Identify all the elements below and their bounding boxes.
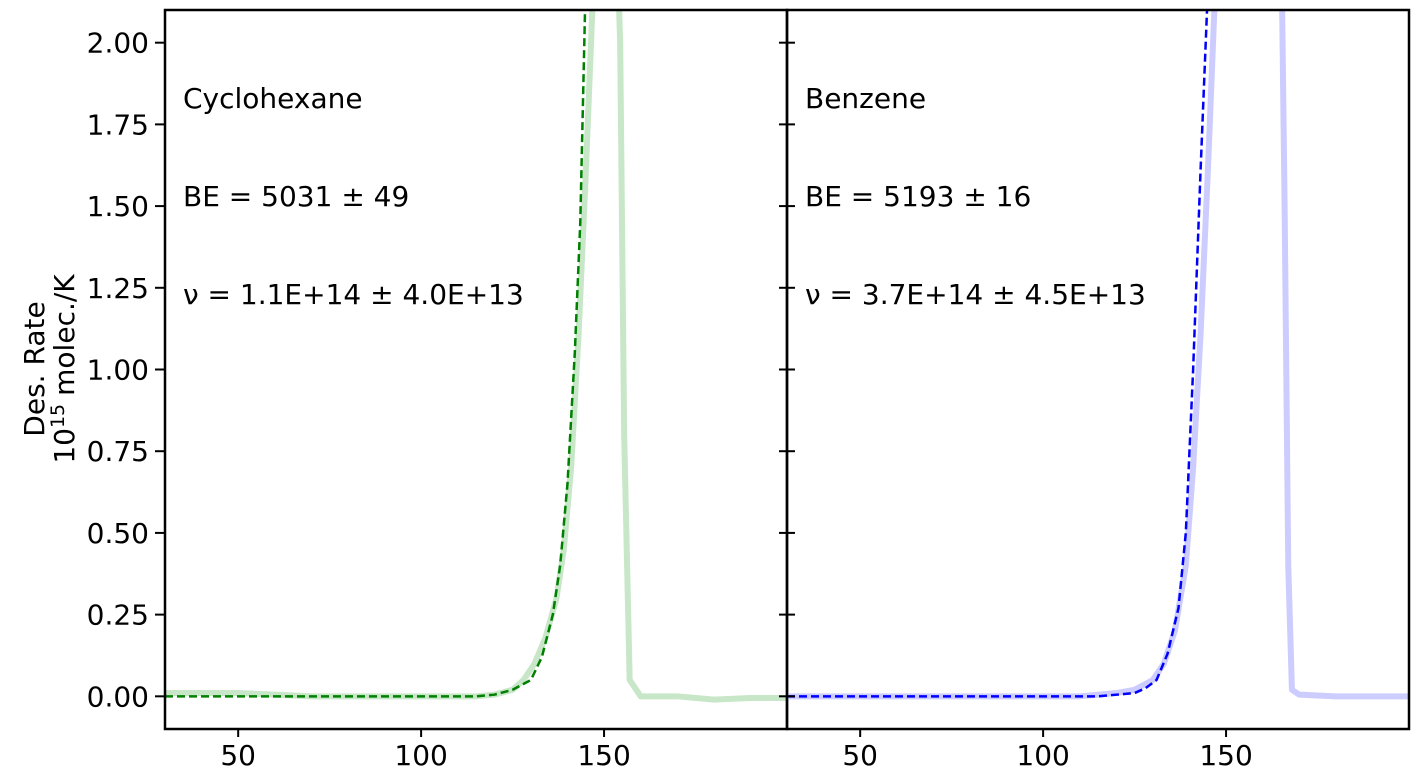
plot-frame — [163, 8, 789, 731]
y-axis-label: Des. Rate — [18, 301, 51, 436]
unit-base: 10 — [48, 428, 81, 464]
x-tick-label: 150 — [1199, 739, 1252, 772]
y-tick-label: 0.00 — [87, 680, 149, 713]
unit-text: molec./K — [48, 274, 81, 396]
x-tick-label: 150 — [577, 739, 630, 772]
x-tick-label: 100 — [394, 739, 447, 772]
annotation: BE = 5031 ± 49 — [183, 180, 409, 213]
plot-area — [787, 10, 1409, 700]
y-tick-label: 0.25 — [87, 599, 149, 632]
y-tick-label: 2.00 — [87, 27, 149, 60]
annotation: Benzene — [805, 82, 926, 115]
y-axis-unit: 1015 molec./K — [47, 274, 81, 464]
x-tick-label: 50 — [220, 739, 256, 772]
x-tick-label: 100 — [1016, 739, 1069, 772]
unit-exponent: 15 — [47, 404, 69, 428]
y-tick-label: 0.50 — [87, 517, 149, 550]
annotation: ν = 1.1E+14 ± 4.0E+13 — [183, 278, 524, 311]
y-tick-label: 0.75 — [87, 435, 149, 468]
annotation: ν = 3.7E+14 ± 4.5E+13 — [805, 278, 1146, 311]
fit-line — [787, 10, 1209, 698]
x-tick-label: 50 — [842, 739, 878, 772]
annotation: BE = 5193 ± 16 — [805, 180, 1031, 213]
y-tick-label: 1.75 — [87, 108, 149, 141]
plot-area — [165, 10, 787, 703]
y-tick-label: 1.25 — [87, 272, 149, 305]
plot-frame — [785, 8, 1411, 731]
annotation: Cyclohexane — [183, 82, 363, 115]
fit-line — [165, 10, 587, 698]
y-tick-label: 1.00 — [87, 354, 149, 387]
y-tick-label: 1.50 — [87, 190, 149, 223]
